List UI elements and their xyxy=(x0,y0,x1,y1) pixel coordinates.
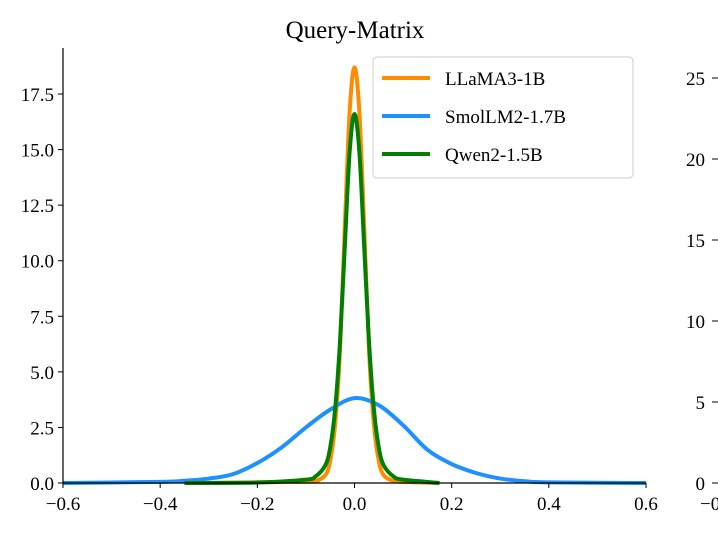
legend-label: LLaMA3-1B xyxy=(445,69,545,90)
y-tick-label: 15.0 xyxy=(21,141,54,162)
second-x-tick-label: −0 xyxy=(700,494,718,515)
series-line-qwen2-1-5b xyxy=(184,112,440,485)
x-tick-label: −0.6 xyxy=(46,494,80,515)
legend-box xyxy=(372,56,634,179)
second-y-tick-label: 20 xyxy=(686,150,705,171)
second-y-tick-label: 15 xyxy=(686,231,705,252)
x-tick-label: 0.4 xyxy=(537,494,561,515)
y-tick-label: 7.5 xyxy=(30,307,54,328)
x-tick-label: −0.4 xyxy=(143,494,178,515)
x-tick-label: 0.0 xyxy=(343,494,367,515)
plot-area xyxy=(62,65,647,485)
y-tick-label: 17.5 xyxy=(21,85,54,106)
second-chart-axes: 0 5 10 15 20 25 −0 xyxy=(686,69,718,515)
y-tick-label: 2.5 xyxy=(30,418,54,439)
series-line-smollm2-1-7b xyxy=(62,395,647,485)
chart-title: Query-Matrix xyxy=(286,17,425,44)
y-tick-label: 10.0 xyxy=(21,252,54,273)
legend-label: SmolLM2-1.7B xyxy=(445,107,566,128)
y-tick-label: 0.0 xyxy=(30,474,54,495)
second-y-tick-label: 0 xyxy=(696,474,706,495)
axes: −0.6 −0.4 −0.2 0.0 0.2 0.4 0.6 0.0 2.5 5.0 7.5 10.0… xyxy=(21,48,658,515)
second-y-tick-label: 10 xyxy=(686,312,705,333)
legend-label: Qwen2-1.5B xyxy=(445,145,543,166)
x-tick-label: 0.6 xyxy=(634,494,658,515)
x-tick-label: 0.2 xyxy=(440,494,464,515)
y-tick-label: 5.0 xyxy=(30,363,54,384)
second-y-tick-label: 5 xyxy=(696,393,706,414)
y-tick-label: 12.5 xyxy=(21,196,54,217)
x-tick-label: −0.2 xyxy=(240,494,274,515)
series-line-llama3-1b xyxy=(184,65,440,485)
second-y-tick-label: 25 xyxy=(686,69,705,90)
legend: LLaMA3-1B SmolLM2-1.7B Qwen2-1.5B xyxy=(372,56,634,179)
